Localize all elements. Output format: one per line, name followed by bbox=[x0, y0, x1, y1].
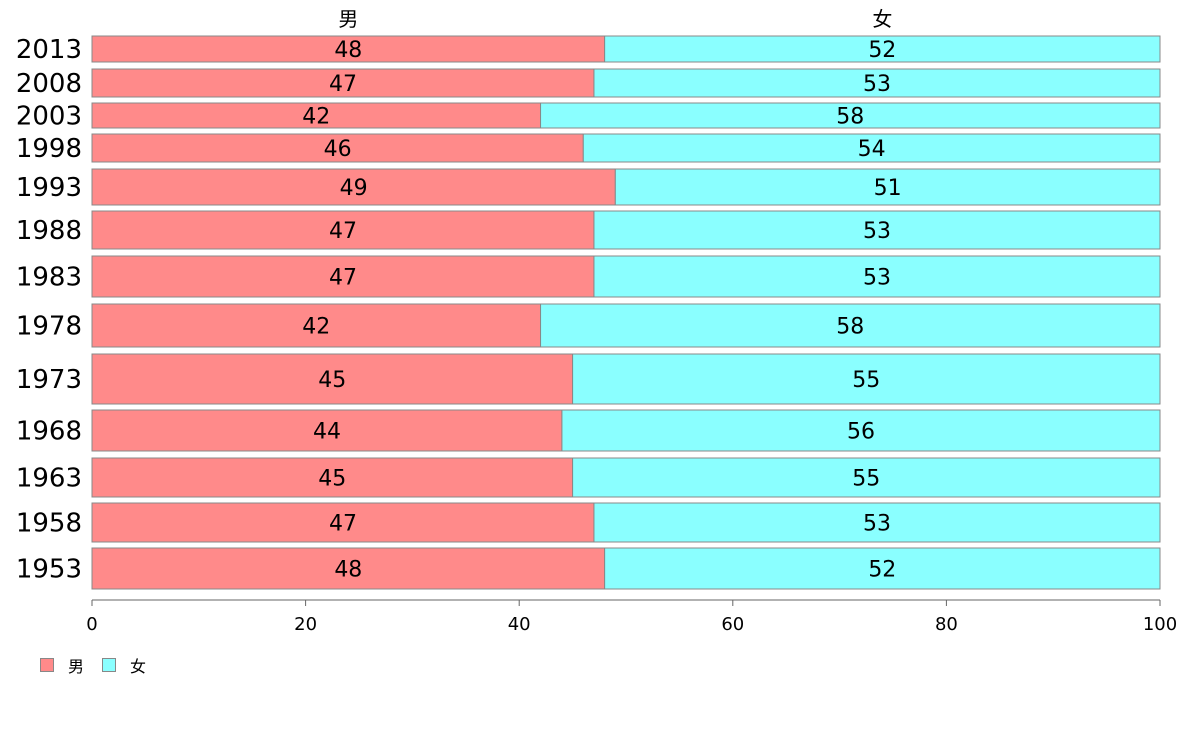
data-label-female-1993: 51 bbox=[874, 176, 902, 201]
y-tick-label-1983: 1983 bbox=[16, 263, 82, 293]
bar-female-1963 bbox=[572, 457, 1161, 498]
y-tick-label-2003: 2003 bbox=[16, 102, 82, 132]
data-label-female-1988: 53 bbox=[863, 219, 891, 244]
data-label-male-1998: 46 bbox=[324, 137, 352, 162]
data-label-male-1958: 47 bbox=[329, 512, 357, 537]
data-label-female-1968: 56 bbox=[847, 420, 875, 445]
data-label-female-1978: 58 bbox=[836, 315, 864, 340]
series-top-label-male: 男 bbox=[338, 7, 358, 31]
bar-male-2013 bbox=[91, 35, 606, 63]
data-label-male-2003: 42 bbox=[302, 105, 330, 130]
bar-female-1998 bbox=[582, 133, 1161, 163]
data-label-female-1963: 55 bbox=[852, 467, 880, 492]
y-tick-label-1958: 1958 bbox=[16, 509, 82, 539]
bar-female-1953 bbox=[604, 547, 1161, 590]
data-label-male-1988: 47 bbox=[329, 219, 357, 244]
data-label-male-1978: 42 bbox=[302, 315, 330, 340]
data-label-male-1968: 44 bbox=[313, 420, 341, 445]
bars-group: 48 52 47 53 42 58 46 54 49 51 47 53 47 53 42 58 45 55 44 56… bbox=[91, 35, 1161, 590]
data-label-female-2013: 52 bbox=[868, 38, 896, 63]
data-label-female-1958: 53 bbox=[863, 512, 891, 537]
legend: 男 女 bbox=[40, 653, 164, 677]
data-label-female-1983: 53 bbox=[863, 266, 891, 291]
bar-male-2008 bbox=[91, 68, 595, 98]
data-label-male-1963: 45 bbox=[318, 467, 346, 492]
data-label-male-1983: 47 bbox=[329, 266, 357, 291]
y-tick-label-1998: 1998 bbox=[16, 134, 82, 164]
y-tick-label-1953: 1953 bbox=[16, 555, 82, 585]
bar-male-1968 bbox=[91, 409, 563, 452]
x-tick-label-80: 80 bbox=[935, 614, 958, 635]
bar-male-1983 bbox=[91, 255, 595, 298]
bar-male-1958 bbox=[91, 502, 595, 543]
data-label-male-1993: 49 bbox=[340, 176, 368, 201]
bar-female-2008 bbox=[593, 68, 1161, 98]
bar-female-2013 bbox=[604, 35, 1161, 63]
data-label-male-1953: 48 bbox=[334, 558, 362, 583]
bar-male-1993 bbox=[91, 168, 616, 206]
y-tick-label-1968: 1968 bbox=[16, 417, 82, 447]
data-label-female-1998: 54 bbox=[858, 137, 886, 162]
series-top-label-female: 女 bbox=[872, 7, 892, 31]
x-tick-label-100: 100 bbox=[1143, 614, 1177, 635]
y-tick-label-2008: 2008 bbox=[16, 69, 82, 99]
x-axis: 0 20 40 60 80 100 bbox=[86, 599, 1177, 635]
legend-label-female: 女 bbox=[130, 657, 147, 676]
x-tick-label-0: 0 bbox=[86, 614, 97, 635]
data-label-male-1973: 45 bbox=[318, 368, 346, 393]
bar-male-1998 bbox=[91, 133, 584, 163]
bar-male-1973 bbox=[91, 353, 574, 405]
legend-item-female: 女 bbox=[102, 653, 146, 677]
y-tick-label-1993: 1993 bbox=[16, 173, 82, 203]
x-tick-label-20: 20 bbox=[294, 614, 317, 635]
y-tick-label-1973: 1973 bbox=[16, 365, 82, 395]
data-label-male-2008: 47 bbox=[329, 72, 357, 97]
data-label-female-2008: 53 bbox=[863, 72, 891, 97]
bar-female-2003 bbox=[540, 102, 1161, 129]
data-label-female-2003: 58 bbox=[836, 105, 864, 130]
data-label-male-2013: 48 bbox=[334, 38, 362, 63]
bar-female-1988 bbox=[593, 210, 1161, 250]
y-tick-label-1988: 1988 bbox=[16, 216, 82, 246]
bar-female-1993 bbox=[614, 168, 1161, 206]
data-label-female-1973: 55 bbox=[852, 368, 880, 393]
y-tick-label-1963: 1963 bbox=[16, 464, 82, 494]
legend-swatch-female bbox=[102, 658, 117, 672]
bar-female-1978 bbox=[540, 303, 1161, 348]
bar-female-1983 bbox=[593, 255, 1161, 298]
series-top-labels: 男女 bbox=[338, 7, 892, 31]
legend-label-male: 男 bbox=[68, 657, 85, 676]
bar-female-1958 bbox=[593, 502, 1161, 543]
bar-female-1968 bbox=[561, 409, 1161, 452]
x-tick-label-40: 40 bbox=[508, 614, 531, 635]
bar-male-1963 bbox=[91, 457, 574, 498]
bar-male-1953 bbox=[91, 547, 606, 590]
bar-female-1973 bbox=[572, 353, 1161, 405]
y-tick-label-2013: 2013 bbox=[16, 35, 82, 65]
legend-item-male: 男 bbox=[40, 653, 84, 677]
bar-male-2003 bbox=[91, 102, 542, 129]
data-label-female-1953: 52 bbox=[868, 558, 896, 583]
x-tick-label-60: 60 bbox=[721, 614, 744, 635]
legend-swatch-male bbox=[40, 658, 54, 672]
y-tick-label-1978: 1978 bbox=[16, 312, 82, 342]
